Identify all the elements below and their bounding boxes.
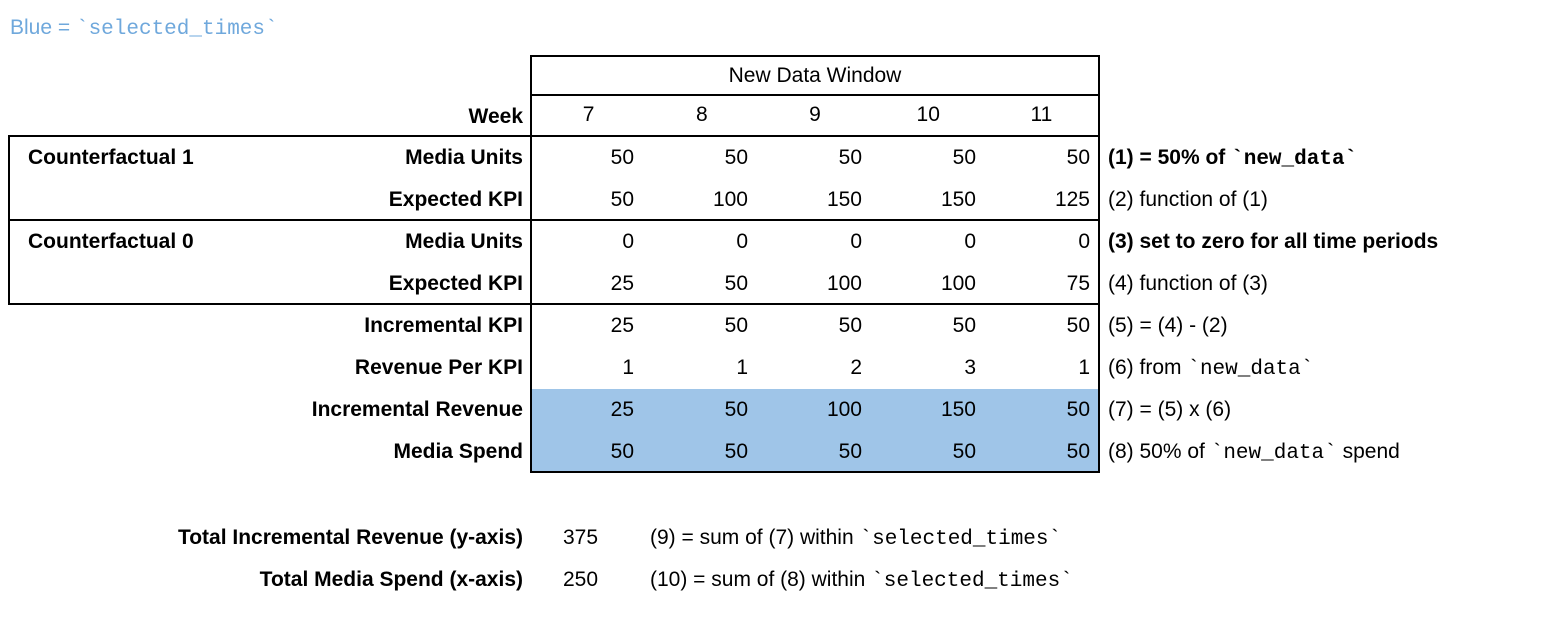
summary-row: Total Incremental Revenue (y-axis) 375 (9)… — [0, 517, 1544, 559]
values-grid: 50 50 50 50 50 50 100 150 150 125 0 0 0 0 0 25 50 100 100 7… — [530, 137, 1100, 473]
value-cell: 50 — [1066, 314, 1090, 337]
new-data-window-header: New Data Window — [530, 55, 1100, 96]
row-label: Media Spend — [393, 440, 523, 463]
summary-annotation: (10) = sum of (8) within `selected_times… — [650, 568, 1073, 593]
counterfactual-0-box — [8, 221, 530, 305]
row-label: Expected KPI — [388, 188, 523, 211]
group-label-counterfactual-0: Counterfactual 0 — [28, 230, 194, 253]
row-annotation: (8) 50% of `new_data` spend — [1108, 440, 1400, 465]
row-label: Incremental KPI — [364, 314, 523, 337]
legend-blue-selected-times: Blue = `selected_times` — [10, 16, 278, 41]
value-cell: 150 — [826, 188, 862, 211]
code-token: `new_data` — [1210, 442, 1337, 465]
annotations-column: (1) = 50% of `new_data` (2) function of (… — [1108, 137, 1438, 473]
value-cell: 0 — [622, 230, 634, 253]
table-row: 25 50 100 100 75 — [530, 263, 1100, 305]
value-cell: 1 — [736, 356, 748, 379]
value-cell: 50 — [610, 146, 634, 169]
summary-row: Total Media Spend (x-axis) 250 (10) = sum … — [0, 559, 1544, 601]
value-cell: 50 — [610, 188, 634, 211]
week-row-label: Week — [468, 105, 523, 128]
value-cell: 150 — [940, 398, 976, 421]
value-cell: 50 — [838, 314, 862, 337]
summary-total-label: Total Incremental Revenue (y-axis) — [177, 526, 523, 549]
new-data-window-title: New Data Window — [728, 63, 902, 87]
table-row: 50 50 50 50 50 — [530, 431, 1100, 473]
group-label-counterfactual-1: Counterfactual 1 — [28, 146, 194, 169]
code-token: `selected_times` — [75, 18, 278, 41]
row-labels-column: Media Units Expected KPI Media Units Expect… — [8, 137, 523, 473]
value-cell: 50 — [952, 146, 976, 169]
table-row: 25 50 50 50 50 — [530, 305, 1100, 347]
value-cell: 3 — [964, 356, 976, 379]
summary-annotation: (9) = sum of (7) within `selected_times` — [650, 526, 1062, 551]
week-number: 7 — [582, 103, 595, 126]
summary-total-value: 250 — [563, 568, 599, 591]
value-cell: 50 — [724, 440, 748, 463]
value-cell: 0 — [736, 230, 748, 253]
row-annotation: (7) = (5) x (6) — [1108, 398, 1232, 421]
value-cell: 50 — [724, 398, 748, 421]
value-cell: 0 — [964, 230, 976, 253]
week-numbers-row: 7 8 9 10 11 — [530, 96, 1100, 137]
row-label: Media Units — [405, 146, 523, 169]
table-row: 0 0 0 0 0 — [530, 221, 1100, 263]
value-cell: 25 — [610, 314, 634, 337]
row-label: Incremental Revenue — [311, 398, 523, 421]
value-cell: 150 — [940, 188, 976, 211]
value-cell: 50 — [952, 314, 976, 337]
row-annotation: (3) set to zero for all time periods — [1108, 230, 1439, 253]
code-token: `new_data` — [1187, 358, 1314, 381]
value-cell: 25 — [610, 272, 634, 295]
value-cell: 75 — [1066, 272, 1090, 295]
value-cell: 50 — [952, 440, 976, 463]
value-cell: 50 — [838, 146, 862, 169]
table-row: 50 50 50 50 50 — [530, 137, 1100, 179]
value-cell: 100 — [826, 398, 862, 421]
row-annotation: (4) function of (3) — [1108, 272, 1268, 295]
value-cell: 2 — [850, 356, 862, 379]
value-cell: 50 — [1066, 146, 1090, 169]
value-cell: 50 — [724, 314, 748, 337]
week-number: 9 — [809, 103, 821, 126]
value-cell: 125 — [1054, 188, 1090, 211]
code-token: `selected_times` — [859, 528, 1062, 551]
row-annotation: (5) = (4) - (2) — [1108, 314, 1228, 337]
value-cell: 50 — [610, 440, 634, 463]
value-cell: 100 — [940, 272, 976, 295]
table-row: 50 100 150 150 125 — [530, 179, 1100, 221]
code-token: `new_data` — [1231, 148, 1358, 171]
row-label: Revenue Per KPI — [354, 356, 523, 379]
row-label: Expected KPI — [388, 272, 523, 295]
row-annotation: (6) from `new_data` — [1108, 356, 1314, 381]
value-cell: 1 — [1078, 356, 1090, 379]
row-label: Media Units — [405, 230, 523, 253]
row-annotation: (2) function of (1) — [1108, 188, 1268, 211]
value-cell: 100 — [826, 272, 862, 295]
row-annotation: (1) = 50% of `new_data` — [1108, 146, 1358, 171]
code-token: `selected_times` — [871, 570, 1073, 593]
group-separator-line — [530, 219, 1100, 221]
value-cell: 50 — [724, 272, 748, 295]
summary-total-value: 375 — [563, 526, 599, 549]
value-cell: 50 — [1066, 440, 1090, 463]
group-separator-line — [530, 303, 1100, 305]
value-cell: 50 — [1066, 398, 1090, 421]
table-row: 25 50 100 150 50 — [530, 389, 1100, 431]
value-cell: 0 — [1078, 230, 1090, 253]
value-cell: 1 — [622, 356, 634, 379]
value-cell: 100 — [712, 188, 748, 211]
table-row: 1 1 2 3 1 — [530, 347, 1100, 389]
counterfactual-1-box — [8, 135, 530, 221]
summary-total-label: Total Media Spend (x-axis) — [259, 568, 523, 591]
value-cell: 50 — [724, 146, 748, 169]
week-number: 8 — [695, 103, 708, 126]
value-cell: 25 — [610, 398, 634, 421]
week-number: 11 — [1030, 103, 1053, 126]
value-cell: 50 — [838, 440, 862, 463]
summary-section: Total Incremental Revenue (y-axis) 375 (9)… — [0, 517, 1544, 601]
week-number: 10 — [916, 103, 940, 126]
value-cell: 0 — [850, 230, 862, 253]
